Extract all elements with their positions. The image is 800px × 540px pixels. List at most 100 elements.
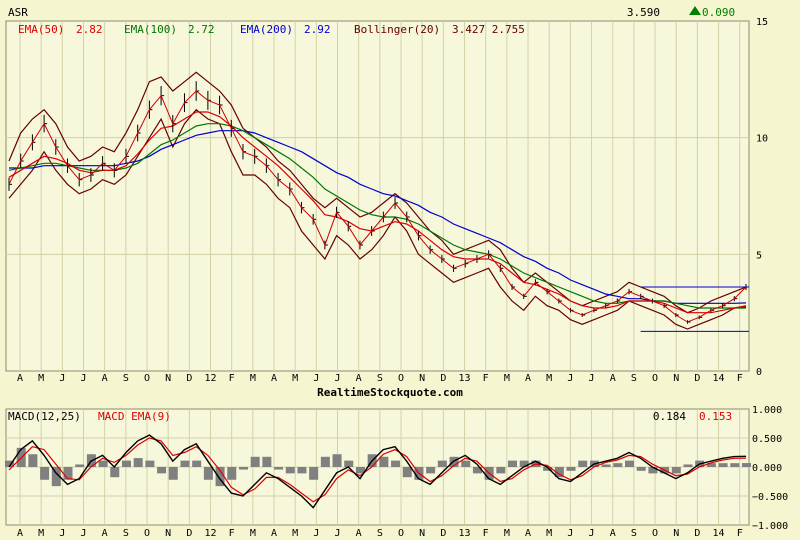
x-tick-label: N bbox=[673, 373, 679, 384]
macd-signal-legend-label: MACD EMA(9) bbox=[98, 410, 171, 423]
macd-x-tick-label: S bbox=[377, 528, 383, 539]
macd-x-tick-label: 14 bbox=[713, 528, 725, 539]
x-tick-label: M bbox=[546, 373, 552, 384]
x-tick-label: J bbox=[313, 373, 319, 384]
macd-histogram-bar bbox=[402, 467, 412, 478]
macd-y-ticks: 1.000 0.500 0.000 −0.500 −1.000 bbox=[752, 405, 788, 532]
x-tick-label: A bbox=[525, 373, 531, 384]
x-tick-label: O bbox=[398, 373, 404, 384]
last-price: 3.590 bbox=[627, 6, 660, 19]
macd-histogram-bar bbox=[110, 467, 120, 478]
macd-x-tick-label: A bbox=[102, 528, 108, 539]
macd-x-tick-label: J bbox=[59, 528, 65, 539]
macd-x-tick-label: N bbox=[419, 528, 425, 539]
macd-histogram-bar bbox=[391, 460, 401, 467]
macd-x-tick-label: A bbox=[610, 528, 616, 539]
macd-histogram-bar bbox=[437, 460, 447, 467]
macd-histogram-bar bbox=[344, 460, 354, 467]
macd-x-tick-label: D bbox=[440, 528, 446, 539]
macd-x-tick-label: N bbox=[673, 528, 679, 539]
macd-histogram-bar bbox=[262, 456, 272, 467]
x-tick-label: S bbox=[377, 373, 383, 384]
macd-x-tick-label: 12 bbox=[204, 528, 216, 539]
macd-histogram-bar bbox=[63, 467, 73, 480]
legend-ema100-label: EMA(100) bbox=[124, 23, 177, 36]
macd-histogram-bar bbox=[472, 467, 482, 474]
ema100-line bbox=[8, 123, 746, 309]
macd-histogram-bar bbox=[28, 454, 38, 467]
ema50-line bbox=[8, 111, 747, 314]
macd-x-tick-label: S bbox=[123, 528, 129, 539]
macd-histogram-bar bbox=[578, 460, 588, 467]
macd-histogram-bar bbox=[238, 467, 248, 470]
macd-x-tick-label: J bbox=[335, 528, 341, 539]
legend: EMA(50) 2.82 EMA(100) 2.72 EMA(200) 2.92… bbox=[18, 23, 525, 36]
x-tick-label: D bbox=[186, 373, 192, 384]
macd-histogram-bar bbox=[51, 467, 61, 487]
y-tick-label: 10 bbox=[756, 134, 768, 145]
macd-x-tick-label: M bbox=[292, 528, 298, 539]
macd-histogram-bar bbox=[5, 460, 14, 467]
macd-histogram-bar bbox=[40, 467, 50, 480]
up-arrow-icon bbox=[689, 6, 701, 15]
macd-histogram-bar bbox=[121, 460, 131, 467]
macd-histogram-bar bbox=[332, 454, 342, 467]
x-tick-label: N bbox=[419, 373, 425, 384]
macd-histogram-bar bbox=[461, 460, 471, 467]
y-tick-label: 0 bbox=[756, 367, 762, 378]
price-bars bbox=[8, 81, 749, 332]
macd-histogram-bar bbox=[496, 467, 506, 474]
macd-x-tick-label: D bbox=[186, 528, 192, 539]
macd-histogram-bar bbox=[601, 464, 611, 467]
macd-y-tick-label: 0.000 bbox=[752, 463, 782, 474]
macd-histogram-bar bbox=[671, 467, 681, 474]
macd-x-tick-label: S bbox=[631, 528, 637, 539]
macd-panel: 1.000 0.500 0.000 −0.500 −1.000 A M J J A S O N D 12 F… bbox=[5, 405, 788, 539]
macd-histogram-bar bbox=[426, 467, 436, 474]
x-tick-label: M bbox=[504, 373, 510, 384]
bollinger-upper-line bbox=[8, 71, 747, 314]
macd-histogram-bar bbox=[355, 467, 365, 474]
x-tick-label: M bbox=[38, 373, 44, 384]
macd-x-tick-label: M bbox=[38, 528, 44, 539]
macd-legend-label: MACD(12,25) bbox=[8, 410, 81, 423]
macd-y-tick-label: 0.500 bbox=[752, 434, 782, 445]
macd-histogram-bar bbox=[297, 467, 307, 474]
x-tick-label: O bbox=[652, 373, 658, 384]
price-plot-area bbox=[5, 20, 750, 372]
macd-histogram-bar bbox=[706, 463, 716, 467]
legend-bollinger-value: 3.427 2.755 bbox=[452, 23, 525, 36]
macd-x-tick-label: J bbox=[80, 528, 86, 539]
macd-lines bbox=[8, 434, 747, 509]
price-y-ticks: 0 5 10 15 bbox=[756, 17, 768, 378]
macd-x-tick-label: F bbox=[483, 528, 489, 539]
x-tick-label: S bbox=[123, 373, 129, 384]
legend-ema100-value: 2.72 bbox=[188, 23, 215, 36]
legend-bollinger-label: Bollinger(20) bbox=[354, 23, 440, 36]
macd-x-tick-label: M bbox=[546, 528, 552, 539]
ema200-line bbox=[9, 130, 747, 304]
macd-histogram-bar bbox=[449, 456, 459, 467]
macd-x-tick-label: F bbox=[229, 528, 235, 539]
macd-histogram-bar bbox=[554, 467, 564, 478]
macd-histogram-bar bbox=[285, 467, 295, 474]
macd-x-tick-label: O bbox=[652, 528, 658, 539]
macd-histogram-bar bbox=[203, 467, 213, 480]
x-tick-label: J bbox=[59, 373, 65, 384]
macd-y-tick-label: 1.000 bbox=[752, 405, 782, 416]
macd-histogram-bar bbox=[636, 467, 646, 471]
legend-ema50-value: 2.82 bbox=[76, 23, 103, 36]
x-tick-label: A bbox=[356, 373, 362, 384]
x-tick-label: A bbox=[610, 373, 616, 384]
macd-signal-value: 0.153 bbox=[699, 410, 732, 423]
x-tick-label: O bbox=[144, 373, 150, 384]
x-tick-label: S bbox=[631, 373, 637, 384]
x-tick-label: F bbox=[483, 373, 489, 384]
x-tick-label: A bbox=[17, 373, 23, 384]
macd-histogram-bar bbox=[192, 460, 202, 467]
macd-histogram-bar bbox=[683, 464, 693, 467]
macd-histogram-bar bbox=[519, 460, 529, 467]
macd-y-tick-label: −1.000 bbox=[752, 521, 788, 532]
macd-histogram-bar bbox=[742, 463, 751, 467]
